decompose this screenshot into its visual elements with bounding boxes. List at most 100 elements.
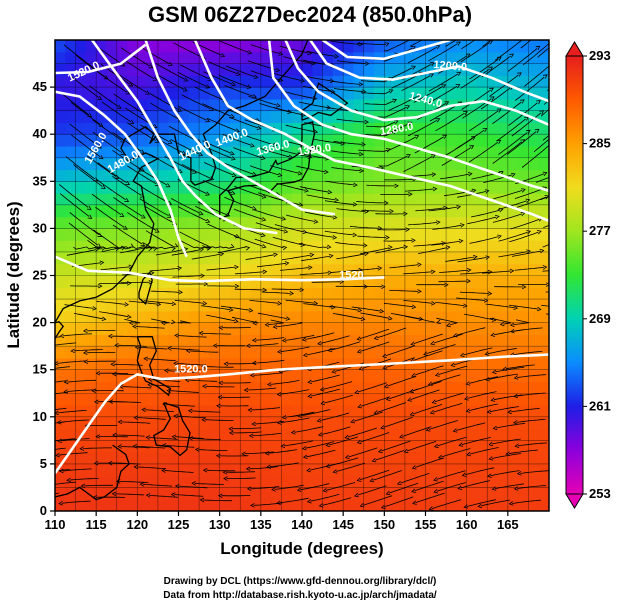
streamline	[276, 182, 306, 191]
streamline	[231, 316, 259, 324]
streamline-arrow	[546, 282, 549, 287]
streamline	[285, 334, 315, 341]
field-cell	[147, 381, 159, 394]
streamline	[357, 485, 387, 496]
field-cell	[415, 193, 427, 206]
field-cell	[188, 193, 200, 206]
field-cell	[168, 51, 180, 65]
streamline-arrow	[154, 138, 160, 143]
field-cell	[178, 157, 190, 171]
streamline	[96, 300, 126, 305]
field-cell	[332, 416, 344, 430]
field-cell	[374, 287, 385, 300]
field-cell	[188, 51, 200, 65]
field-cell	[476, 110, 488, 124]
streamline-arrow	[35, 383, 39, 387]
streamline	[280, 267, 310, 271]
streamline	[279, 45, 309, 54]
field-cell	[538, 416, 549, 430]
x-tick-label: 135	[250, 517, 272, 532]
field-cell	[209, 40, 221, 53]
field-cell	[446, 428, 457, 441]
field-cell	[240, 405, 252, 418]
field-cell	[363, 405, 375, 418]
field-cell	[96, 181, 108, 194]
streamline-arrow	[403, 448, 409, 454]
field-cell	[137, 251, 149, 265]
field-cell	[188, 240, 200, 253]
field-cell	[538, 357, 549, 371]
streamline	[260, 148, 290, 158]
streamline-arrow	[57, 438, 62, 444]
streamline-arrow	[433, 443, 439, 449]
field-cell	[394, 122, 406, 135]
streamline	[234, 288, 264, 291]
field-cell	[332, 487, 344, 500]
field-cell	[260, 287, 272, 300]
streamline-arrow	[228, 430, 234, 436]
streamline-arrow	[173, 413, 178, 419]
field-cell	[219, 428, 231, 441]
streamline-arrow	[98, 122, 104, 127]
streamline	[378, 155, 408, 167]
field-cell	[291, 228, 303, 241]
field-cell	[291, 440, 303, 453]
colorbar-bottom-arrow	[565, 493, 584, 509]
field-cell	[435, 169, 447, 182]
field-cell	[363, 251, 375, 265]
field-cell	[106, 181, 118, 194]
field-cell	[250, 122, 262, 135]
field-cell	[106, 452, 118, 465]
field-cell	[374, 452, 385, 465]
streamline	[376, 402, 407, 413]
field-cell	[528, 240, 540, 253]
field-cell	[127, 145, 138, 159]
field-cell	[199, 181, 210, 194]
streamline-arrow	[201, 364, 206, 369]
streamline-arrow	[272, 142, 278, 147]
field-cell	[65, 204, 77, 218]
field-cell	[229, 287, 241, 300]
field-cell	[538, 157, 549, 171]
field-cell	[528, 216, 540, 230]
streamline	[507, 48, 538, 72]
field-cell	[425, 499, 437, 511]
streamline	[304, 211, 334, 218]
streamline-arrow	[437, 454, 443, 460]
field-cell	[281, 499, 293, 511]
field-cell	[528, 452, 540, 465]
coastline-segment	[55, 444, 130, 501]
streamline-arrow	[230, 151, 235, 156]
field-cell	[312, 134, 324, 147]
field-cell	[219, 310, 231, 324]
field-cell	[75, 169, 87, 182]
streamline-arrow	[497, 234, 502, 239]
streamline	[438, 365, 468, 376]
field-cell	[322, 110, 334, 124]
field-cell	[65, 240, 77, 253]
contour-label: 1200.0	[433, 59, 468, 74]
streamline	[489, 317, 512, 325]
field-cell	[116, 405, 128, 418]
streamline-arrow	[276, 349, 282, 354]
field-cell	[404, 263, 416, 277]
field-cell	[209, 145, 221, 159]
streamline	[464, 313, 494, 321]
field-cell	[199, 87, 210, 100]
field-cell	[507, 369, 519, 383]
streamline	[461, 89, 491, 110]
field-cell	[199, 263, 210, 277]
coastline-segment	[138, 271, 153, 305]
field-cell	[394, 428, 406, 441]
field-cell	[466, 310, 478, 324]
streamline-arrow	[252, 320, 257, 326]
field-cell	[518, 416, 530, 430]
field-cell	[85, 251, 97, 265]
field-cell	[343, 393, 355, 406]
field-cell	[157, 87, 169, 100]
field-cell	[518, 357, 530, 371]
field-cell	[281, 204, 293, 218]
field-cell	[75, 40, 87, 53]
streamline	[202, 103, 232, 117]
field-cell	[106, 440, 118, 453]
